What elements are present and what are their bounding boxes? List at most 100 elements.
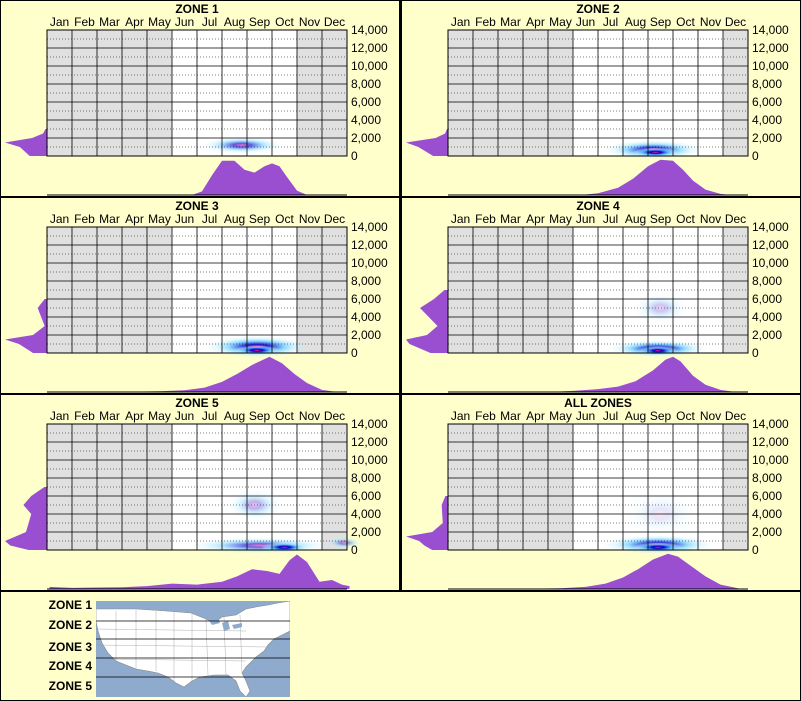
month-tick-label: May bbox=[549, 15, 572, 29]
month-tick-label: Nov bbox=[299, 212, 320, 226]
month-tick-label: Feb bbox=[74, 15, 95, 29]
elevation-density-curve bbox=[5, 299, 47, 353]
heat-hotspot bbox=[631, 147, 680, 158]
y-tick-label: 0 bbox=[351, 346, 358, 360]
y-tick-label: 10,000 bbox=[351, 59, 388, 73]
shaded-month-may bbox=[548, 424, 573, 550]
month-tick-label: Jul bbox=[603, 212, 618, 226]
month-tick-label: Jan bbox=[50, 15, 69, 29]
y-tick-label: 6,000 bbox=[752, 489, 782, 503]
heat-hotspot bbox=[633, 292, 688, 324]
y-tick-label: 6,000 bbox=[351, 95, 381, 109]
month-tick-label: Nov bbox=[299, 15, 320, 29]
y-tick-label: 4,000 bbox=[752, 310, 782, 324]
y-tick-label: 2,000 bbox=[351, 328, 381, 342]
month-tick-label: May bbox=[148, 212, 171, 226]
month-tick-label: Jun bbox=[175, 15, 194, 29]
y-tick-label: 4,000 bbox=[351, 113, 381, 127]
shaded-month-mar bbox=[498, 30, 523, 156]
y-tick-label: 14,000 bbox=[351, 417, 388, 431]
month-tick-label: Aug bbox=[224, 212, 245, 226]
shaded-month-feb bbox=[473, 227, 498, 353]
y-tick-label: 12,000 bbox=[752, 41, 789, 55]
y-tick-label: 2,000 bbox=[752, 328, 782, 342]
month-tick-label: Jul bbox=[603, 409, 618, 423]
map-zone-lines bbox=[96, 620, 290, 678]
y-tick-label: 0 bbox=[351, 543, 358, 557]
y-tick-label: 0 bbox=[752, 543, 759, 557]
month-tick-label: Sep bbox=[650, 15, 672, 29]
shaded-month-dec bbox=[322, 30, 347, 156]
shaded-month-mar bbox=[498, 227, 523, 353]
month-tick-label: Oct bbox=[676, 15, 695, 29]
shaded-month-may bbox=[147, 424, 172, 550]
y-tick-label: 2,000 bbox=[351, 525, 381, 539]
month-tick-label: Mar bbox=[500, 15, 521, 29]
map-great-lakes bbox=[208, 617, 242, 631]
month-density-curve bbox=[192, 160, 307, 195]
y-tick-label: 12,000 bbox=[351, 435, 388, 449]
y-tick-label: 0 bbox=[752, 346, 759, 360]
y-tick-label: 12,000 bbox=[752, 238, 789, 252]
month-tick-label: Jun bbox=[175, 212, 194, 226]
month-tick-label: May bbox=[148, 409, 171, 423]
shaded-month-mar bbox=[97, 227, 122, 353]
zone-panel-1: ZONE 1 Jan Feb Mar Apr May Jun Jul Aug Sep Oct Nov D… bbox=[0, 0, 400, 197]
shaded-month-feb bbox=[72, 424, 97, 550]
panel-title: ZONE 2 bbox=[576, 2, 620, 16]
shaded-month-may bbox=[147, 227, 172, 353]
month-density-curve bbox=[498, 553, 738, 589]
month-tick-label: Dec bbox=[725, 15, 746, 29]
month-tick-label: Aug bbox=[625, 409, 646, 423]
shaded-month-dec bbox=[723, 424, 748, 550]
month-tick-label: Aug bbox=[625, 15, 646, 29]
y-tick-label: 10,000 bbox=[351, 453, 388, 467]
y-tick-label: 8,000 bbox=[752, 274, 782, 288]
shaded-month-dec bbox=[723, 30, 748, 156]
y-tick-label: 6,000 bbox=[752, 292, 782, 306]
y-tick-label: 0 bbox=[752, 149, 759, 163]
shaded-month-mar bbox=[97, 30, 122, 156]
month-tick-label: Aug bbox=[224, 15, 245, 29]
zone-panel-2: ZONE 2 Jan Feb Mar Apr May Jun Jul Aug Sep Oct Nov D… bbox=[401, 0, 801, 197]
y-tick-label: 14,000 bbox=[752, 23, 789, 37]
y-tick-label: 14,000 bbox=[752, 417, 789, 431]
month-density-curve bbox=[580, 159, 731, 195]
month-tick-label: Nov bbox=[700, 212, 721, 226]
y-tick-label: 4,000 bbox=[752, 507, 782, 521]
month-tick-label: May bbox=[549, 212, 572, 226]
month-tick-label: Apr bbox=[125, 409, 144, 423]
month-tick-label: Jul bbox=[202, 409, 217, 423]
elevation-density-curve bbox=[406, 129, 448, 156]
month-tick-label: Apr bbox=[526, 212, 545, 226]
shaded-month-feb bbox=[473, 424, 498, 550]
zone-panel-5: ZONE 5 Jan Feb Mar Apr May Jun Jul Aug Sep Oct Nov D… bbox=[0, 394, 400, 591]
month-tick-label: Sep bbox=[249, 409, 271, 423]
month-tick-label: Oct bbox=[275, 212, 294, 226]
shaded-month-dec bbox=[723, 227, 748, 353]
month-tick-label: Mar bbox=[500, 409, 521, 423]
month-tick-label: Apr bbox=[125, 15, 144, 29]
y-tick-label: 14,000 bbox=[351, 23, 388, 37]
shaded-month-feb bbox=[72, 30, 97, 156]
month-tick-label: Jan bbox=[451, 212, 470, 226]
panel-title: ZONE 3 bbox=[175, 199, 219, 213]
y-tick-label: 10,000 bbox=[752, 59, 789, 73]
month-tick-label: Dec bbox=[725, 212, 746, 226]
y-tick-label: 2,000 bbox=[351, 131, 381, 145]
month-tick-label: Oct bbox=[275, 15, 294, 29]
panel-title: ZONE 1 bbox=[175, 2, 219, 16]
y-tick-label: 0 bbox=[351, 149, 358, 163]
month-tick-label: Aug bbox=[224, 409, 245, 423]
y-tick-label: 2,000 bbox=[752, 131, 782, 145]
elevation-density-curve bbox=[5, 487, 47, 550]
month-density-curve bbox=[49, 554, 350, 589]
month-tick-label: May bbox=[148, 15, 171, 29]
month-tick-label: Sep bbox=[650, 409, 672, 423]
month-tick-label: Jul bbox=[603, 15, 618, 29]
month-tick-label: Feb bbox=[74, 212, 95, 226]
shaded-month-mar bbox=[498, 424, 523, 550]
y-tick-label: 6,000 bbox=[351, 489, 381, 503]
shaded-month-may bbox=[548, 30, 573, 156]
